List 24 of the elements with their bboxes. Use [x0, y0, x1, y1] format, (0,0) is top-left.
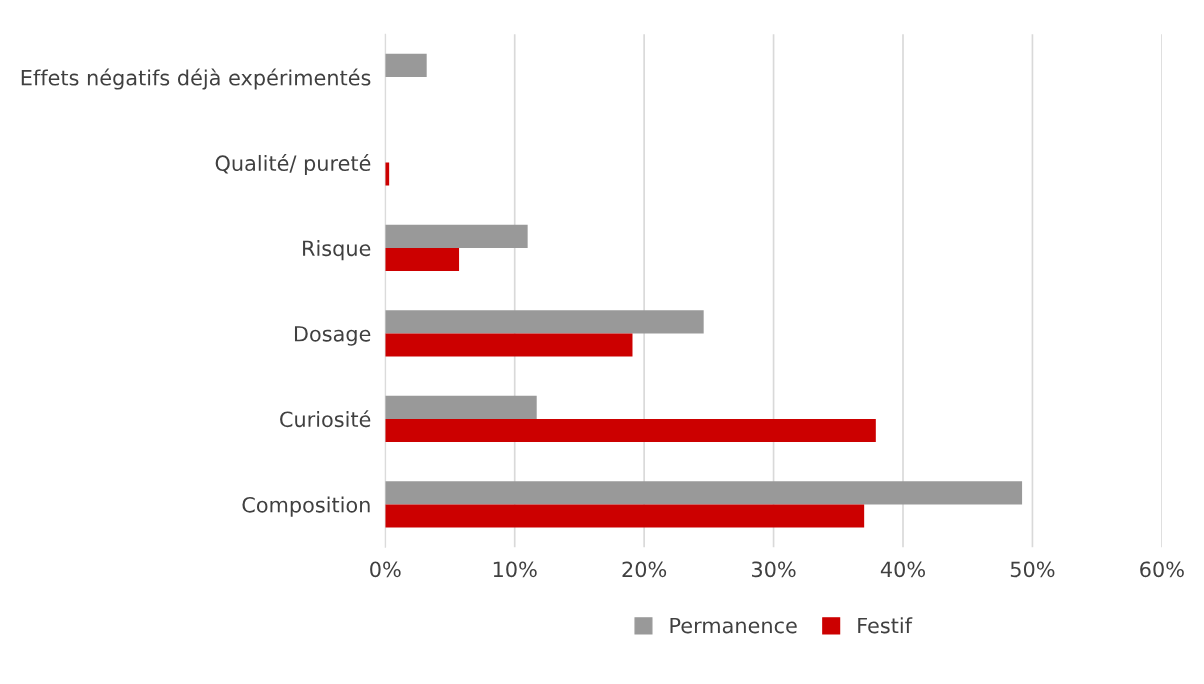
x-tick-label: 60%	[1140, 561, 1184, 578]
y-tick-label: Composition	[242, 496, 370, 517]
y-tick-label: Effets négatifs déjà expérimentés	[21, 68, 371, 90]
bar	[385, 224, 528, 248]
legend-label: Festif	[858, 617, 913, 634]
x-tick-label: 50%	[1010, 561, 1055, 578]
x-tick-label: 0%	[370, 561, 401, 578]
bar	[385, 395, 537, 419]
x-tick-label: 10%	[493, 561, 537, 578]
bar	[385, 504, 865, 528]
bar	[385, 310, 704, 334]
x-tick-label: 40%	[880, 561, 925, 578]
x-tick-label: 30%	[752, 561, 796, 578]
bar	[385, 53, 427, 77]
bar	[385, 418, 876, 443]
legend-label: Permanence	[670, 617, 797, 634]
y-tick-label: Curiosité	[280, 410, 371, 428]
y-tick-label: Risque	[303, 240, 371, 261]
x-tick-label: 20%	[622, 561, 667, 578]
bar	[385, 481, 1023, 505]
y-tick-label: Dosage	[294, 326, 371, 346]
bar	[385, 247, 460, 272]
y-tick-label: Qualité/ pureté	[215, 154, 371, 176]
bar	[385, 333, 633, 357]
